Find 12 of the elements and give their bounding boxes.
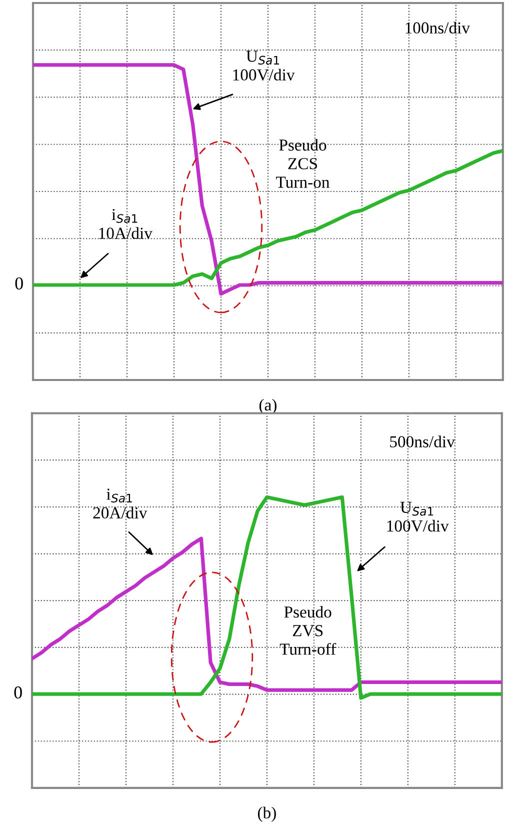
annotation: Pseudo ZCS Turn-on [276,138,330,188]
annotation: Pseudo ZVS Turn-off [280,606,336,655]
text: 100ns/div [406,22,470,34]
annotation: i$_{Sa1}$ 20A/div [93,488,148,519]
text: (a) [259,398,276,414]
annotation: U$_{Sa1}$ 100V/div [233,50,295,81]
text: (b) [258,806,276,822]
annotation: i$_{Sa1}$ 10A/div [99,208,152,239]
annotation: U$_{Sa1}$ 100V/div [387,502,449,532]
text: 500ns/div [390,436,455,448]
text: 0 [15,277,23,290]
text: 0 [14,686,22,699]
